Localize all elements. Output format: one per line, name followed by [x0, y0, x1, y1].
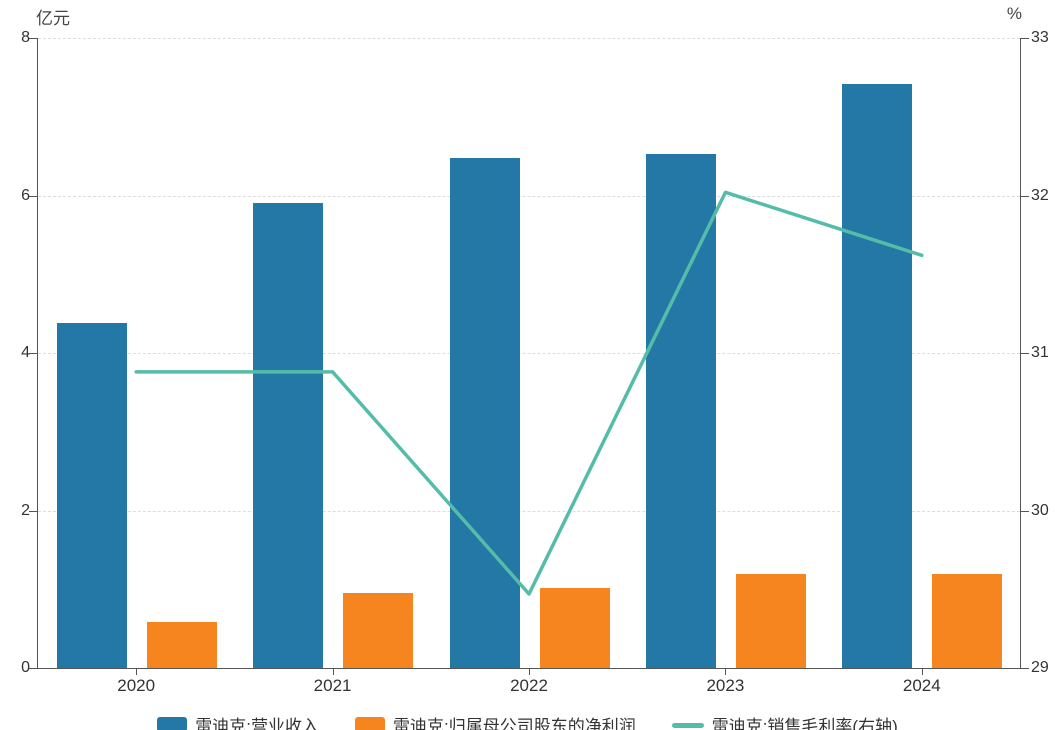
legend-swatch-margin [671, 722, 704, 728]
left-axis-tick [29, 510, 37, 512]
right-axis-tick [1021, 353, 1029, 354]
right-axis-tick-label: 29 [1031, 659, 1049, 676]
legend-item-margin[interactable]: 雷迪克:销售毛利率(右轴) [671, 712, 898, 730]
revenue-bar-2022 [449, 158, 520, 668]
x-axis-tick [529, 668, 530, 675]
x-axis-tick [921, 668, 923, 675]
right-axis-unit-label: % [1006, 4, 1022, 23]
profit-bar-2024 [932, 574, 1003, 668]
revenue-bar-2020 [56, 323, 127, 668]
right-axis-tick-label: 32 [1031, 186, 1049, 204]
legend: 雷迪克:营业收入 雷迪克:归属母公司股东的净利润 雷迪克:销售毛利率(右轴) [0, 712, 1055, 730]
left-axis-tick-label: 4 [21, 344, 30, 361]
revenue-bar-2023 [645, 153, 716, 668]
x-axis-tick [332, 668, 334, 675]
legend-swatch-revenue [157, 717, 188, 730]
legend-item-revenue[interactable]: 雷迪克:营业收入 [157, 712, 319, 730]
left-axis-tick [29, 195, 37, 197]
right-axis-tick-label: 30 [1031, 501, 1049, 519]
x-axis-tick-label: 2022 [510, 676, 548, 695]
profit-bar-2021 [343, 593, 414, 668]
legend-label-profit: 雷迪克:归属母公司股东的净利润 [392, 717, 636, 730]
profit-bar-2023 [735, 574, 806, 668]
left-axis-tick-label: 2 [21, 501, 30, 519]
right-axis-tick [1021, 668, 1029, 669]
left-axis-tick [29, 353, 37, 354]
legend-swatch-profit [354, 717, 385, 730]
right-axis-tick-label: 31 [1031, 344, 1049, 361]
left-axis-tick [29, 668, 37, 669]
right-axis-line [1020, 38, 1021, 668]
right-axis-tick [1021, 38, 1029, 39]
x-axis-tick-label: 2023 [706, 676, 745, 695]
revenue-bar-2021 [253, 202, 324, 668]
left-axis-tick-label: 8 [21, 29, 30, 46]
legend-item-profit[interactable]: 雷迪克:归属母公司股东的净利润 [354, 712, 636, 730]
gridline [38, 38, 1020, 39]
x-axis-tick-label: 2021 [313, 676, 352, 695]
x-axis-tick-label: 2020 [117, 676, 156, 695]
left-axis-unit-label: 亿元 [36, 9, 70, 28]
left-axis-tick-label: 6 [21, 186, 30, 204]
x-axis-tick-label: 2024 [902, 676, 941, 695]
left-axis-tick-label: 0 [21, 659, 30, 676]
right-axis-tick [1021, 195, 1029, 197]
left-axis-line [37, 38, 38, 668]
x-axis-tick [136, 668, 138, 675]
right-axis-tick-label: 33 [1031, 29, 1049, 46]
profit-bar-2022 [539, 587, 610, 668]
legend-label-margin: 雷迪克:销售毛利率(右轴) [711, 717, 898, 730]
x-axis-tick [725, 668, 727, 675]
legend-label-revenue: 雷迪克:营业收入 [195, 717, 319, 730]
revenue-bar-2024 [842, 84, 913, 668]
right-axis-tick [1021, 510, 1029, 512]
profit-bar-2020 [146, 621, 217, 668]
left-axis-tick [29, 38, 37, 39]
